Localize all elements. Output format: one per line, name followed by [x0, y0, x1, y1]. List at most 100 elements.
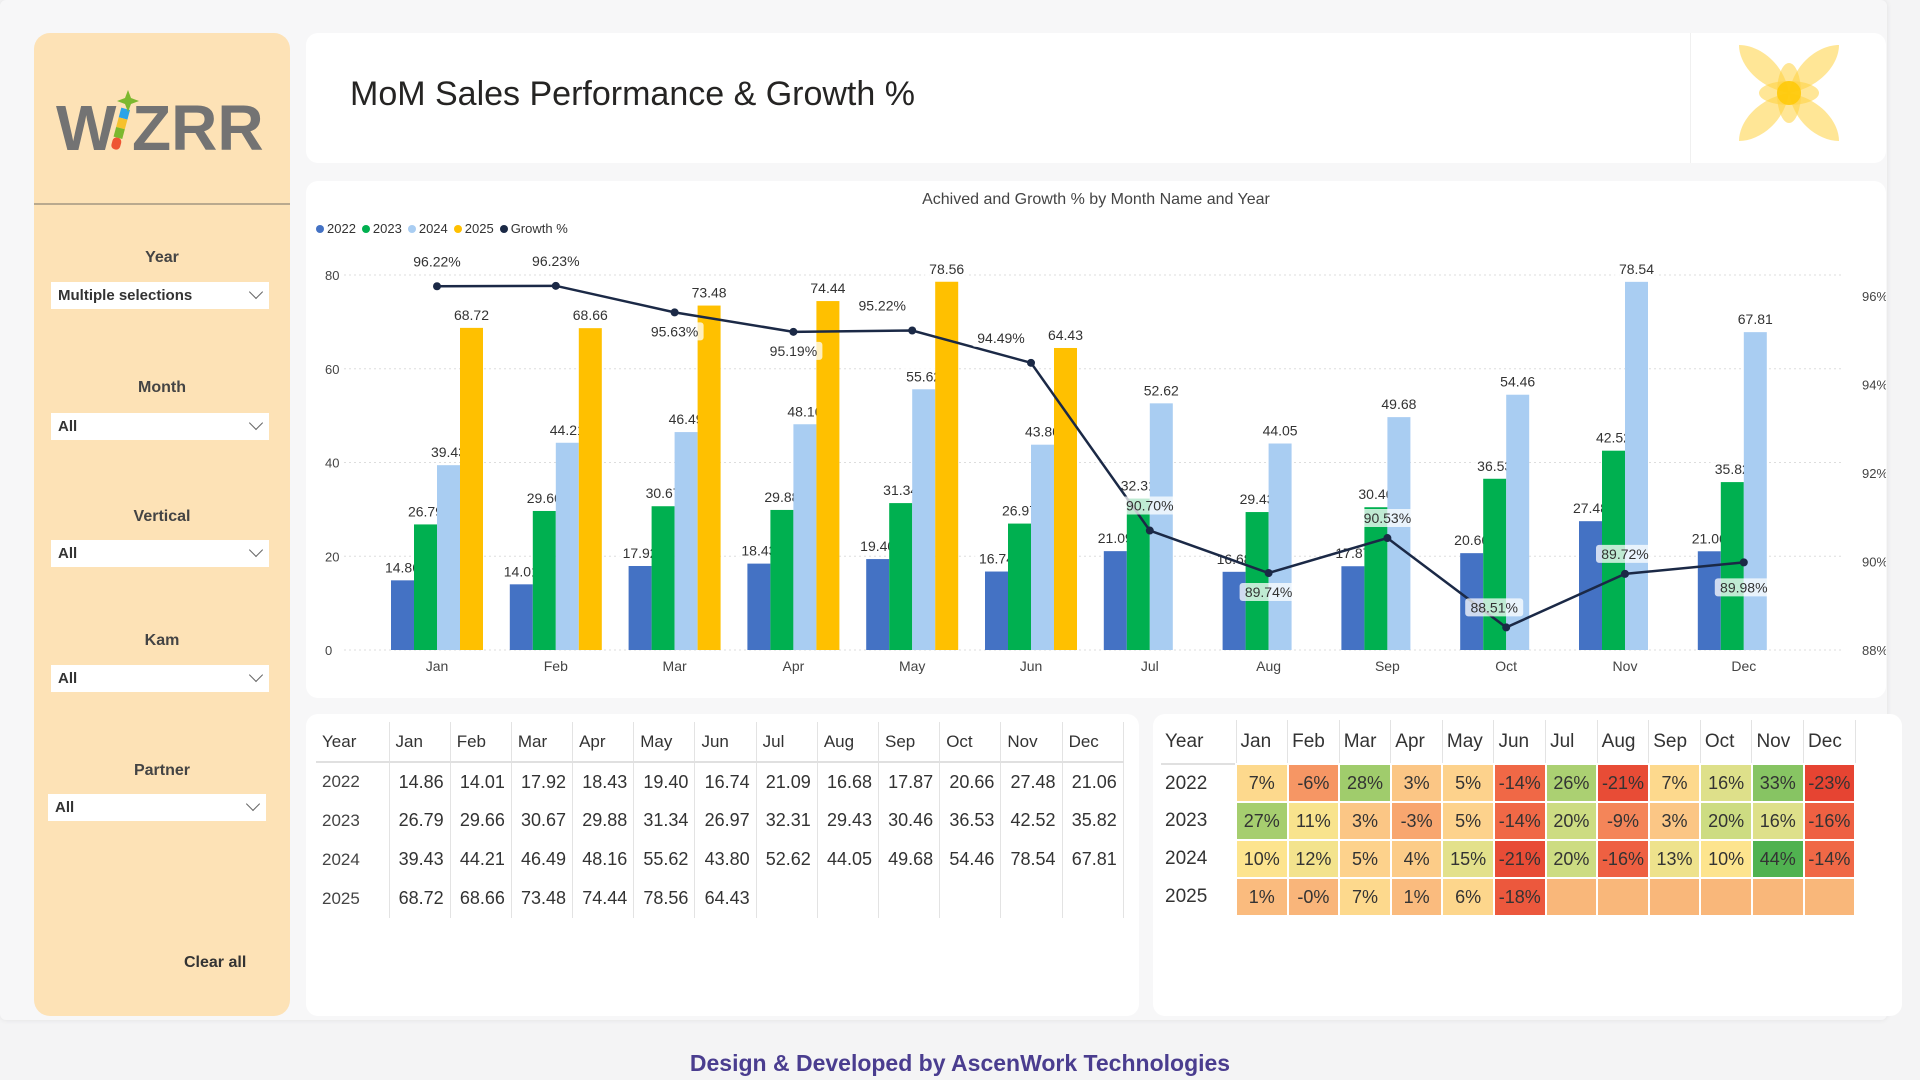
heatmap-cell: 1% — [1235, 877, 1289, 917]
column-header[interactable]: Oct — [1700, 720, 1753, 764]
growth-data-label: 95.63% — [651, 323, 698, 339]
column-header[interactable]: Aug — [817, 722, 880, 762]
page-title: MoM Sales Performance & Growth % — [350, 75, 915, 113]
column-header[interactable]: Sep — [1648, 720, 1701, 764]
column-header[interactable]: May — [633, 722, 696, 762]
heatmap-cell: 11% — [1286, 801, 1341, 841]
year-dropdown-value: Multiple selections — [58, 287, 193, 304]
column-header[interactable]: Aug — [1597, 720, 1650, 764]
column-header[interactable]: Apr — [572, 722, 635, 762]
data-label-bg — [736, 541, 781, 560]
heatmap-cell: -21% — [1596, 763, 1650, 803]
column-header[interactable]: Nov — [1000, 722, 1063, 762]
heatmap-cell: -18% — [1492, 877, 1547, 917]
column-header[interactable]: Jun — [1493, 720, 1547, 764]
column-header[interactable]: Apr — [1390, 720, 1443, 764]
kam-dropdown[interactable]: All — [51, 665, 269, 692]
column-header[interactable]: Oct — [939, 722, 1002, 762]
data-label-bg — [687, 283, 732, 302]
data-label: 48.16 — [787, 403, 822, 419]
bar-2024 — [1506, 394, 1530, 650]
table-cell: 26.97 — [694, 801, 757, 840]
growth-data-label: 90.70% — [1126, 498, 1173, 514]
y2-axis-tick-label: 90% — [1862, 555, 1886, 570]
kam-dropdown-value: All — [58, 670, 78, 687]
growth-point — [1027, 358, 1035, 367]
chart-title: Achived and Growth % by Month Name and Y… — [922, 191, 1270, 208]
heatmap-cell: -21% — [1492, 839, 1547, 879]
legend-item-2025[interactable]: 2025 — [453, 221, 494, 236]
legend-dot-icon — [361, 224, 370, 233]
table-cell: 74.44 — [572, 879, 635, 918]
column-header[interactable]: Mar — [1339, 720, 1392, 764]
column-header[interactable]: Dec — [1803, 720, 1856, 764]
bar-2024 — [674, 432, 698, 650]
growth-data-label: 95.19% — [770, 343, 817, 359]
bar-2023 — [1245, 512, 1269, 650]
legend-item-growth[interactable]: Growth % — [499, 221, 568, 236]
column-header[interactable]: Jan — [1236, 720, 1289, 764]
column-header[interactable]: Feb — [450, 722, 512, 762]
x-axis-tick-label: Oct — [1495, 658, 1517, 674]
legend-item-2023[interactable]: 2023 — [361, 221, 402, 236]
data-label: 68.72 — [454, 307, 489, 323]
heatmap-cell: 7% — [1647, 763, 1702, 803]
column-header[interactable]: Nov — [1751, 720, 1805, 764]
heatmap-cell — [1802, 877, 1857, 917]
column-header[interactable]: May — [1442, 720, 1495, 764]
growth-data-label-bg — [1465, 598, 1524, 617]
data-label: 52.62 — [1144, 382, 1179, 398]
column-header[interactable]: Sep — [878, 722, 941, 762]
column-header[interactable]: Feb — [1287, 720, 1340, 764]
column-header[interactable]: Jul — [756, 722, 818, 762]
table-row: 2024 39.43 44.21 46.49 48.16 55.62 43.80 52.62 4… — [316, 840, 1124, 879]
data-label: 29.66 — [527, 490, 562, 506]
column-header[interactable]: Jun — [694, 722, 757, 762]
data-label: 73.48 — [692, 285, 727, 301]
table-cell: 30.46 — [878, 801, 941, 840]
row-year: 2022 — [316, 762, 390, 801]
bar-2024 — [1031, 444, 1054, 650]
data-label: 17.87 — [1335, 545, 1370, 561]
column-header[interactable]: Dec — [1062, 722, 1124, 762]
legend-item-2022[interactable]: 2022 — [316, 221, 356, 236]
data-label-bg — [403, 502, 448, 521]
growth-data-label: 96.23% — [532, 253, 579, 269]
heatmap-cell: 13% — [1647, 839, 1702, 879]
data-label-bg — [1472, 456, 1517, 475]
column-header[interactable]: Year — [316, 722, 390, 762]
legend-label: 2025 — [464, 221, 494, 236]
row-year: 2023 — [316, 801, 390, 840]
clear-all-button[interactable]: Clear all — [184, 954, 247, 971]
heatmap-cell: -23% — [1802, 763, 1857, 803]
growth-point — [670, 308, 679, 317]
data-label-bg — [449, 305, 494, 324]
flower-icon — [1739, 45, 1839, 141]
table-cell: 68.72 — [389, 879, 451, 918]
table-cell: 39.43 — [389, 840, 451, 879]
table-cell: 78.56 — [633, 879, 696, 918]
growth-data-label-bg — [1358, 509, 1417, 528]
bar-2024 — [1625, 281, 1648, 650]
year-dropdown[interactable]: Multiple selections — [51, 282, 269, 309]
month-dropdown[interactable]: All — [51, 413, 269, 440]
month-dropdown-value: All — [58, 418, 78, 435]
legend-label: 2022 — [327, 221, 356, 236]
data-label-bg — [545, 420, 590, 439]
data-label: 21.09 — [1098, 530, 1133, 546]
sales-growth-chart: 0 20 40 60 80 88% 90% 92% 94% 96% Jan 14.86 26.79 39.… — [306, 181, 1886, 698]
column-header[interactable]: Year — [1161, 720, 1237, 764]
column-header[interactable]: Jan — [389, 722, 451, 762]
legend-item-2024[interactable]: 2024 — [407, 221, 448, 236]
column-header[interactable]: Mar — [511, 722, 574, 762]
bar-2023 — [651, 506, 675, 650]
vertical-dropdown[interactable]: All — [51, 540, 269, 567]
table-cell: 64.43 — [694, 879, 757, 918]
table-cell: 16.68 — [817, 762, 880, 801]
table-cell: 36.53 — [939, 801, 1002, 840]
bar-2024 — [1268, 443, 1292, 650]
table-cell — [817, 879, 880, 918]
column-header[interactable]: Jul — [1545, 720, 1598, 764]
partner-dropdown[interactable]: All — [48, 794, 266, 821]
growth-data-label-bg — [645, 322, 704, 341]
